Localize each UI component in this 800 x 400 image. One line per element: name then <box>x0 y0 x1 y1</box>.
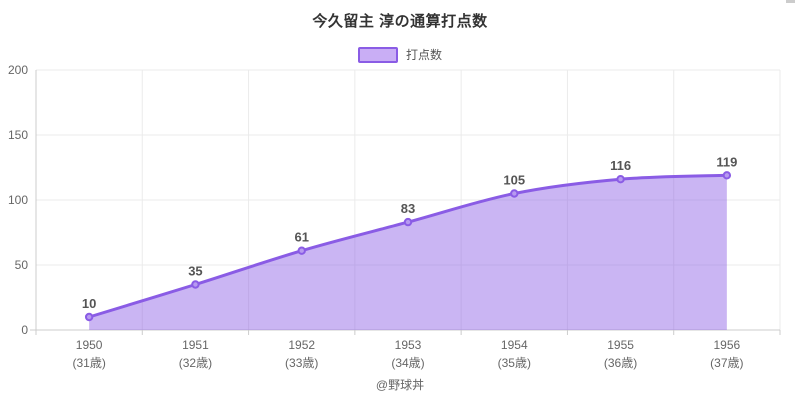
series-area <box>89 175 727 330</box>
data-label: 10 <box>82 296 96 311</box>
data-label: 116 <box>610 158 631 173</box>
x-tick-label-year: 1955 <box>607 338 634 352</box>
y-tick-label: 150 <box>8 128 28 142</box>
x-tick-label-age: (31歳) <box>72 356 105 370</box>
x-tick-label-age: (36歳) <box>604 356 637 370</box>
data-label: 119 <box>716 154 737 169</box>
data-label: 83 <box>401 201 415 216</box>
y-tick-label: 0 <box>21 323 28 337</box>
chart-footer: @野球丼 <box>375 378 425 392</box>
legend-label: 打点数 <box>405 48 442 62</box>
x-tick-label-age: (37歳) <box>710 356 743 370</box>
data-label: 61 <box>294 230 308 245</box>
x-tick-label-age: (34歳) <box>391 356 424 370</box>
legend-swatch-icon <box>357 46 398 63</box>
y-tick-label: 200 <box>8 63 28 77</box>
x-tick-label-age: (33歳) <box>285 356 318 370</box>
legend[interactable]: 打点数 <box>0 46 800 63</box>
data-point[interactable] <box>84 312 94 322</box>
data-label: 35 <box>188 264 202 279</box>
y-tick-label: 100 <box>8 193 28 207</box>
x-tick-label-year: 1953 <box>395 338 422 352</box>
data-point[interactable] <box>722 171 732 180</box>
data-point[interactable] <box>297 246 306 255</box>
x-tick-label-age: (35歳) <box>498 356 531 370</box>
x-tick-label-year: 1954 <box>501 338 528 352</box>
y-tick-label: 50 <box>15 258 29 272</box>
x-tick-label-year: 1952 <box>288 338 315 352</box>
data-point[interactable] <box>191 280 200 289</box>
chart-title: 今久留主 淳の通算打点数 <box>312 13 488 30</box>
x-tick-label-age: (32歳) <box>179 356 212 370</box>
x-tick-label-year: 1950 <box>76 338 103 352</box>
data-point[interactable] <box>616 175 625 184</box>
data-label: 105 <box>503 173 525 188</box>
x-tick-label-year: 1956 <box>714 338 741 352</box>
x-tick-label-year: 1951 <box>182 338 209 352</box>
data-point[interactable] <box>403 217 413 227</box>
data-point[interactable] <box>510 189 519 198</box>
screen-artifact <box>786 0 795 3</box>
